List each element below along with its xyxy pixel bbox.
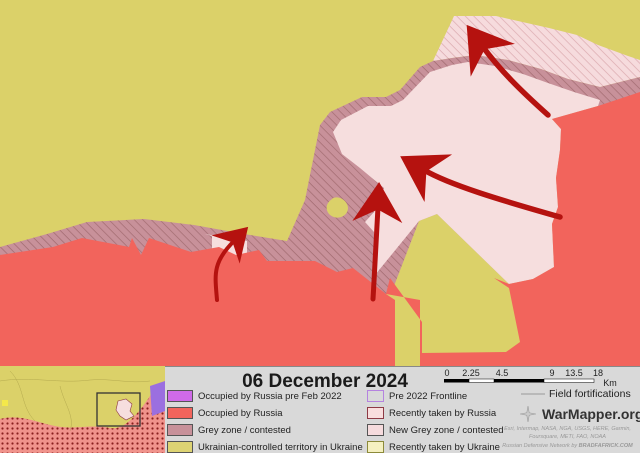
svg-text:4.5: 4.5 — [496, 368, 509, 378]
svg-text:13.5: 13.5 — [565, 368, 583, 378]
svg-text:18: 18 — [593, 368, 603, 378]
svg-text:9: 9 — [549, 368, 554, 378]
svg-text:0: 0 — [444, 368, 449, 378]
svg-text:Km: Km — [603, 378, 617, 388]
svg-text:2.25: 2.25 — [462, 368, 480, 378]
